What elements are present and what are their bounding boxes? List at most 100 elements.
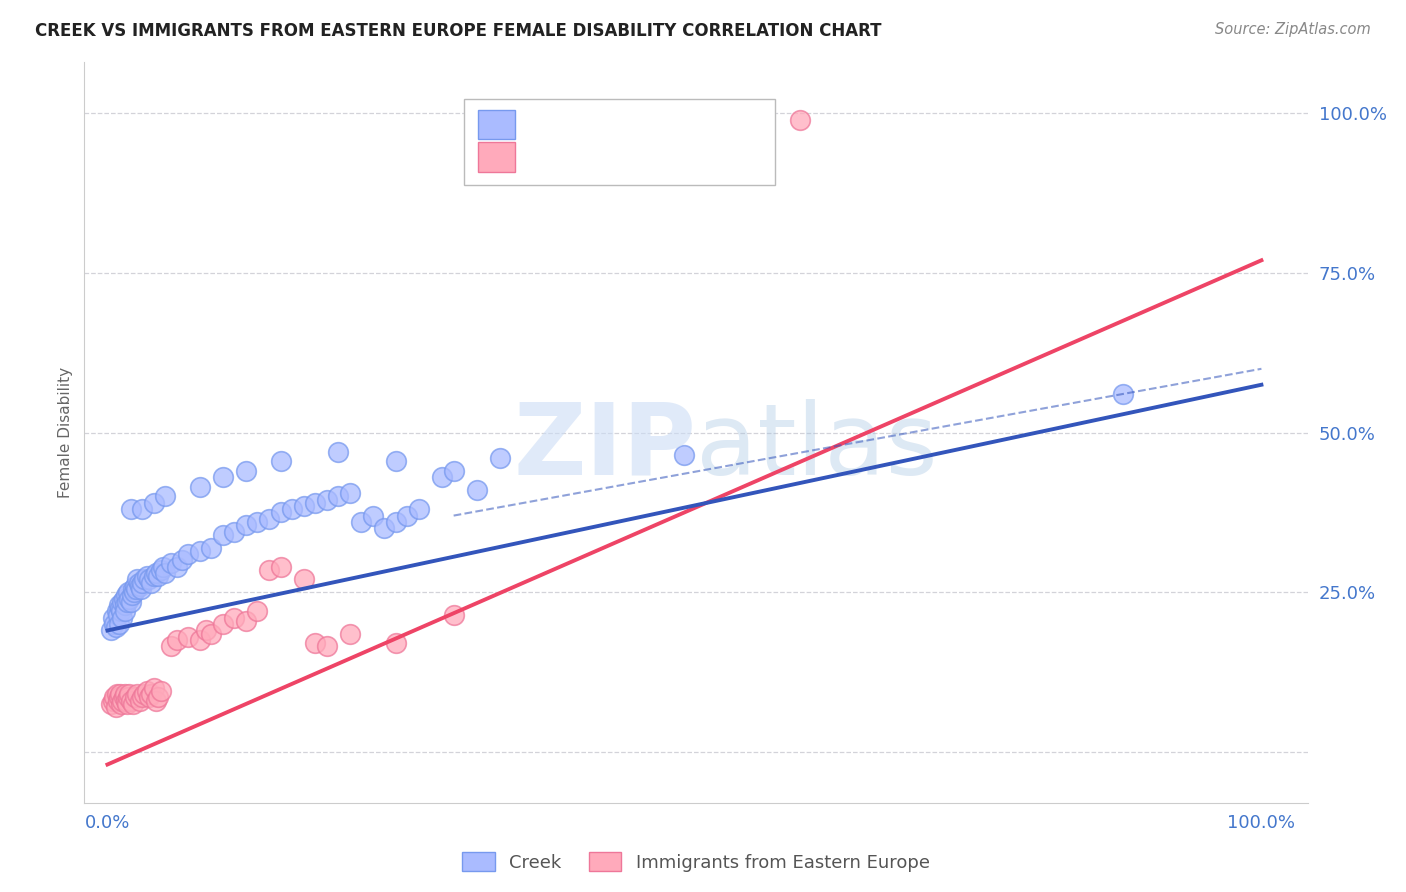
Point <box>118 687 141 701</box>
Point <box>177 547 200 561</box>
Point <box>110 697 132 711</box>
Point <box>127 687 149 701</box>
Point <box>148 690 170 705</box>
Point <box>134 573 156 587</box>
Point <box>103 690 125 705</box>
Point <box>200 626 222 640</box>
Point <box>304 636 326 650</box>
Point <box>315 640 337 654</box>
Point <box>103 694 125 708</box>
Point <box>385 454 408 468</box>
Point <box>108 598 131 612</box>
Text: N =: N = <box>643 117 682 135</box>
Text: ZIP: ZIP <box>513 399 696 496</box>
Point <box>121 588 143 602</box>
Point <box>134 687 156 701</box>
Text: 80: 80 <box>689 117 714 135</box>
Point <box>270 454 292 468</box>
Point <box>131 575 153 590</box>
Point <box>160 640 183 654</box>
Point <box>104 700 127 714</box>
Point <box>224 611 246 625</box>
Text: 0.765: 0.765 <box>572 150 630 168</box>
Point <box>108 690 131 705</box>
Point <box>292 573 315 587</box>
Point <box>270 559 292 574</box>
Point <box>211 617 233 632</box>
FancyBboxPatch shape <box>464 99 776 185</box>
Point <box>149 684 172 698</box>
Point <box>128 694 150 708</box>
Point <box>361 508 384 523</box>
Point <box>107 607 129 622</box>
Point <box>257 563 280 577</box>
Point <box>235 464 257 478</box>
Point <box>115 697 138 711</box>
Point <box>124 690 146 705</box>
Point <box>339 626 361 640</box>
Point <box>1112 387 1135 401</box>
Point <box>385 515 408 529</box>
Point <box>149 563 172 577</box>
Point <box>385 636 408 650</box>
Point <box>142 681 165 695</box>
Point <box>145 694 167 708</box>
Point <box>339 486 361 500</box>
Point <box>115 694 138 708</box>
FancyBboxPatch shape <box>478 143 515 172</box>
Point <box>103 617 125 632</box>
Point <box>281 502 304 516</box>
Point <box>166 633 188 648</box>
Point <box>108 617 131 632</box>
Point <box>117 690 139 705</box>
Point <box>125 582 148 596</box>
Point <box>153 566 176 580</box>
Point <box>138 690 160 705</box>
Point <box>200 541 222 555</box>
Point <box>135 569 157 583</box>
Point <box>105 604 128 618</box>
Point <box>121 582 143 596</box>
Point <box>110 604 132 618</box>
Point <box>304 496 326 510</box>
Point <box>141 575 163 590</box>
Y-axis label: Female Disability: Female Disability <box>58 367 73 499</box>
Point <box>465 483 488 497</box>
Point <box>114 687 136 701</box>
Point <box>142 569 165 583</box>
Point <box>246 604 269 618</box>
Point <box>315 492 337 507</box>
Point <box>128 579 150 593</box>
Point <box>131 690 153 705</box>
Point <box>127 573 149 587</box>
Point <box>120 595 142 609</box>
Point <box>129 582 152 596</box>
Point <box>292 499 315 513</box>
Point <box>172 553 194 567</box>
Point <box>117 585 139 599</box>
Point <box>121 697 143 711</box>
Point <box>148 569 170 583</box>
Point <box>246 515 269 529</box>
Text: Source: ZipAtlas.com: Source: ZipAtlas.com <box>1215 22 1371 37</box>
Point <box>194 624 217 638</box>
Point <box>396 508 419 523</box>
Point <box>211 527 233 541</box>
Point <box>328 490 350 504</box>
Point <box>152 559 174 574</box>
Point <box>100 697 122 711</box>
Point <box>408 502 430 516</box>
Point <box>488 451 510 466</box>
Point <box>112 690 135 705</box>
Point <box>135 684 157 698</box>
Text: R =: R = <box>526 150 565 168</box>
Point <box>443 464 465 478</box>
Point <box>177 630 200 644</box>
Point <box>257 512 280 526</box>
Point <box>131 502 153 516</box>
Point <box>111 611 134 625</box>
Point <box>108 687 131 701</box>
Point <box>328 444 350 458</box>
Point <box>108 601 131 615</box>
Point <box>122 585 145 599</box>
